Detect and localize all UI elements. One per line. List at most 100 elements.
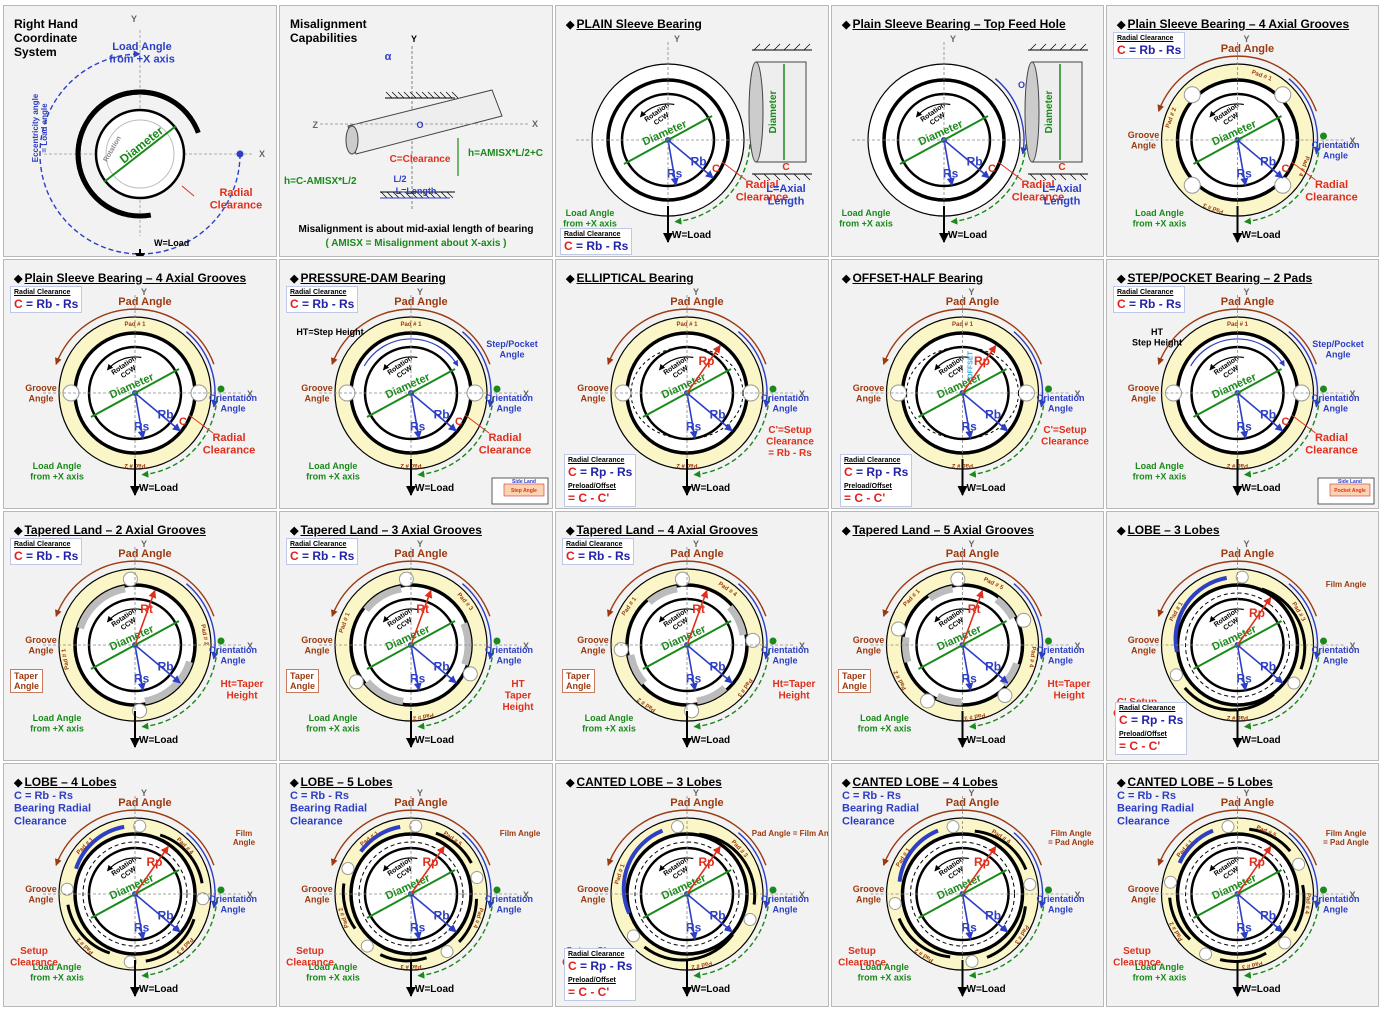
lobe-arc <box>986 906 1027 959</box>
diagram-label: Rs <box>667 166 683 180</box>
hatch <box>440 191 448 199</box>
y-axis-label: Y <box>969 287 975 297</box>
rb-vector <box>1236 893 1284 933</box>
groove <box>1164 875 1178 889</box>
groove <box>122 571 138 587</box>
rb-vector <box>943 139 990 179</box>
hatch <box>793 173 801 181</box>
diamond-icon: ◆ <box>1117 19 1126 31</box>
hatch <box>783 173 791 181</box>
clearance-note: C = Rb - Rs Bearing Radial Clearance <box>1117 790 1194 827</box>
pad-angle-label: Pad Angle <box>1221 548 1274 560</box>
rp-vector <box>686 845 721 895</box>
load-angle-arc <box>674 144 751 225</box>
rs-vector <box>134 644 146 692</box>
alpha-label: α <box>385 51 392 63</box>
rp-vector <box>410 845 445 895</box>
groove <box>398 571 414 587</box>
groove <box>470 871 484 885</box>
taper-angle-box: Taper Angle <box>286 669 320 693</box>
rs-vector <box>134 893 146 941</box>
rb-vector <box>961 644 1009 684</box>
rb-vector <box>1236 392 1284 432</box>
rotation-arc <box>106 356 142 371</box>
c-label: C <box>455 416 463 428</box>
clearance-equation: C = Rp - Rs <box>1119 713 1184 727</box>
diagram-label: Rb <box>985 660 1001 674</box>
rp-vector <box>961 845 997 895</box>
z-axis-label: Z <box>313 120 319 130</box>
groove <box>674 571 690 587</box>
step-angle-label: Step/Pocket Angle <box>1312 339 1364 359</box>
clearance-box: Radial Clearance C = Rp - Rs Preload/Offse… <box>564 454 637 507</box>
diagram-label: Rs <box>410 671 426 685</box>
reference-dot <box>236 150 244 158</box>
rs-vector <box>667 139 679 187</box>
load-angle-arc <box>141 898 218 979</box>
panel-title: ◆ Tapered Land – 5 Axial Grooves <box>842 523 1034 537</box>
radial-clearance-label: Radial Clearance <box>736 179 789 204</box>
setup-clearance-label: C'=Setup Clearance <box>1041 425 1089 448</box>
pad-label: Pad # 2 <box>199 624 209 646</box>
rt-vector <box>961 589 984 646</box>
x-axis-label: X <box>523 389 529 399</box>
hatch <box>404 191 412 199</box>
pad-label: Pad # 2 <box>412 711 434 721</box>
load-angle-arc <box>968 649 1046 730</box>
groove-angle-label: Groove Angle <box>577 884 609 904</box>
y-axis-label: Y <box>969 539 975 549</box>
diagram-label: Rp <box>699 354 715 368</box>
panel-title: ◆ OFFSET-HALF Bearing <box>842 271 983 285</box>
groove <box>123 955 137 969</box>
panel-canted3: ◆ CANTED LOBE – 3 Lobes Pad # 1 Pad # 2 Pad … <box>555 763 829 1007</box>
hatch <box>446 191 454 199</box>
radial-clearance-label: Radial Clearance <box>210 187 263 212</box>
groove <box>1221 820 1235 834</box>
diamond-icon: ◆ <box>1117 273 1126 285</box>
diagram-label: Rp <box>974 855 990 869</box>
y-axis-label: Y <box>693 539 699 549</box>
diagram-label: Rs <box>134 419 150 433</box>
panel-title: ◆ Plain Sleeve Bearing – 4 Axial Grooves <box>1117 17 1349 31</box>
groove <box>997 688 1013 704</box>
taper-region <box>994 596 1016 620</box>
lobe-arc <box>159 833 204 884</box>
clearance-equation: C = Rp - Rs <box>568 959 633 973</box>
diamond-icon: ◆ <box>566 273 575 285</box>
rotation-arc <box>934 356 969 371</box>
orientation-arc <box>1013 331 1046 408</box>
hatch <box>409 91 417 99</box>
clearance-box: Radial Clearance C = Rb - Rs <box>1113 286 1186 313</box>
panel-plain: ◆ PLAIN Sleeve Bearing Diameter Rs Rb Rotatio… <box>555 5 829 257</box>
load-label: W=Load <box>948 230 987 241</box>
rs-vector <box>686 893 698 941</box>
pad-angle-arc <box>1157 308 1318 365</box>
panel-title-text: LOBE – 4 Lobes <box>24 775 117 789</box>
groove <box>671 820 685 834</box>
orientation-arc <box>461 583 495 660</box>
y-axis-label: Y <box>674 34 680 44</box>
diameter-line <box>103 125 177 183</box>
rt-vector <box>410 589 433 646</box>
clearance-note: C = Rb - Rs Bearing Radial Clearance <box>290 790 367 827</box>
c-side-label: C <box>782 162 789 173</box>
panel-title: ◆ CANTED LOBE – 4 Lobes <box>842 775 998 789</box>
groove <box>409 819 423 833</box>
rotation-arc <box>658 356 694 371</box>
groove-angle-label: Groove Angle <box>301 635 333 655</box>
hatch <box>1039 43 1047 51</box>
pad-label: Pad # 3 <box>963 711 985 721</box>
note-line-2: ( AMISX = Misalignment about X-axis ) <box>325 238 506 249</box>
diagram-label: Rb <box>158 660 174 674</box>
load-label: W=Load <box>967 984 1006 995</box>
panel-title-text: Plain Sleeve Bearing – 4 Axial Grooves <box>1127 17 1350 31</box>
hatch <box>380 191 388 199</box>
